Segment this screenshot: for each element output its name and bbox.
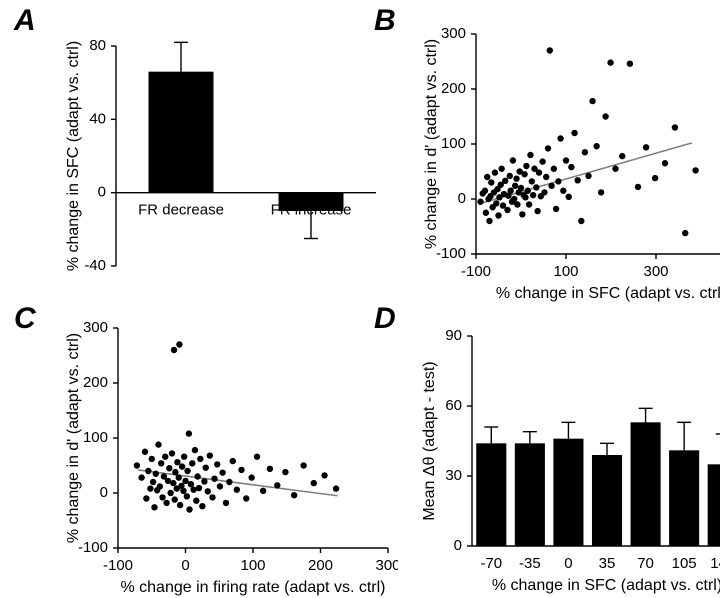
svg-text:-40: -40	[84, 257, 106, 274]
svg-text:0: 0	[564, 555, 572, 572]
svg-text:60: 60	[445, 397, 462, 414]
svg-text:80: 80	[89, 37, 106, 54]
svg-text:300: 300	[441, 25, 466, 42]
svg-text:300: 300	[83, 319, 108, 336]
svg-text:% change in SFC (adapt vs. ctr: % change in SFC (adapt vs. ctrl)	[496, 285, 720, 302]
svg-text:FR decrease: FR decrease	[138, 202, 224, 219]
panel-b: -1000100200300-100100300500% change in d…	[416, 24, 720, 304]
svg-text:-70: -70	[480, 555, 502, 572]
svg-text:300: 300	[375, 557, 398, 574]
svg-text:200: 200	[308, 557, 333, 574]
svg-text:140: 140	[710, 555, 720, 572]
svg-text:30: 30	[445, 467, 462, 484]
svg-text:90: 90	[445, 327, 462, 344]
svg-text:100: 100	[441, 135, 466, 152]
svg-text:70: 70	[637, 555, 654, 572]
svg-text:% change in firing rate (adapt: % change in firing rate (adapt vs. ctrl)	[120, 579, 385, 596]
figure-root: A -40 0 40 80 FR decrease FR increase % change…	[0, 0, 720, 596]
panel-d: 0 30 60 90 -70 -35 0 35 70 105 140 Mean Δθ (adapt -…	[416, 326, 720, 594]
svg-text:200: 200	[83, 374, 108, 391]
panel-c-label: C	[14, 302, 36, 336]
svg-text:% change in SFC (adapt vs. ctr: % change in SFC (adapt vs. ctrl)	[65, 41, 82, 271]
svg-text:200: 200	[441, 80, 466, 97]
svg-text:-100: -100	[103, 557, 133, 574]
panel-c: -1000100200300-1000100200300% change in …	[58, 318, 398, 598]
svg-text:Mean Δθ (adapt - test): Mean Δθ (adapt - test)	[421, 361, 438, 520]
svg-text:0: 0	[458, 190, 466, 207]
svg-text:-100: -100	[436, 245, 466, 262]
svg-text:-100: -100	[461, 263, 491, 280]
svg-text:0: 0	[100, 484, 108, 501]
svg-text:% change in d' (adapt vs. ctrl: % change in d' (adapt vs. ctrl)	[423, 39, 440, 249]
panel-a-label: A	[14, 4, 36, 38]
svg-text:-100: -100	[78, 539, 108, 556]
svg-text:0: 0	[98, 184, 106, 201]
svg-text:40: 40	[89, 110, 106, 127]
svg-text:100: 100	[553, 263, 578, 280]
svg-text:0: 0	[454, 537, 462, 554]
svg-text:-35: -35	[519, 555, 541, 572]
svg-text:% change in SFC (adapt vs. ctr: % change in SFC (adapt vs. ctrl)	[492, 577, 720, 594]
panel-b-label: B	[374, 4, 396, 38]
panel-d-label: D	[374, 302, 396, 336]
svg-text:0: 0	[181, 557, 189, 574]
svg-text:100: 100	[83, 429, 108, 446]
svg-text:100: 100	[240, 557, 265, 574]
panel-a: -40 0 40 80 FR decrease FR increase % change i…	[60, 36, 386, 314]
svg-text:FR increase: FR increase	[271, 202, 352, 219]
svg-text:35: 35	[599, 555, 616, 572]
svg-text:105: 105	[672, 555, 697, 572]
svg-text:300: 300	[643, 263, 668, 280]
svg-text:% change in d' (adapt vs. ctrl: % change in d' (adapt vs. ctrl)	[65, 333, 82, 543]
